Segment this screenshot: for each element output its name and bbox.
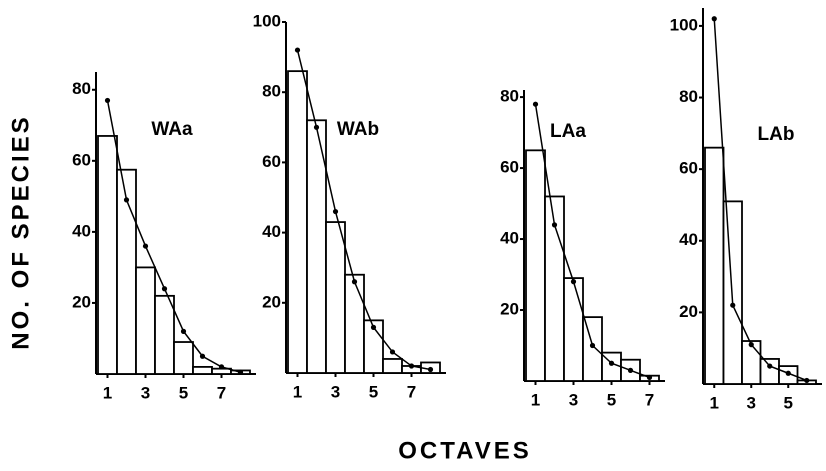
y-tick-label: 20 [72,292,91,311]
fit-point [389,349,396,355]
bar [704,146,725,385]
panel-title: LAb [758,124,795,145]
x-tick-label: 5 [607,390,616,409]
bar [722,200,743,385]
x-tick-label: 3 [331,382,340,401]
fit-point [408,363,415,369]
bar [582,316,603,382]
panel-title: LAa [550,121,586,142]
x-tick-label: 7 [217,383,226,402]
bar [154,294,175,375]
y-axis-label: NO. OF SPECIES [7,114,34,349]
bar [563,277,584,382]
bar [135,266,156,375]
fit-point [748,342,754,348]
x-tick-label: 7 [645,390,654,409]
y-tick-label: 40 [679,230,698,249]
y-tick-label: 40 [262,222,281,241]
y-tick-label: 40 [500,229,519,248]
y-tick-label: 60 [262,152,281,171]
fit-point [199,353,206,359]
bar [325,221,346,374]
y-tick-label: 60 [679,159,698,178]
panel-title: WAb [337,119,379,140]
y-tick-label: 40 [72,221,91,240]
panel-title: WAa [151,119,193,140]
x-axis-label: OCTAVES [398,437,531,464]
fit-point [785,370,791,376]
bar [759,358,780,385]
bar [97,135,118,375]
x-tick-label: 5 [179,383,188,402]
fit-point [332,208,339,215]
fit-point [104,97,111,104]
fit-line [106,100,241,373]
fit-point [142,243,149,249]
y-tick-label: 80 [262,82,281,101]
x-tick-label: 1 [531,390,540,409]
x-tick-label: 1 [293,382,302,401]
y-tick-label: 80 [72,79,91,98]
x-tick-label: 3 [569,390,578,409]
fit-point [370,324,377,330]
fit-point [237,369,244,375]
fit-point [767,363,773,369]
x-tick-label: 3 [141,383,150,402]
fit-point [551,222,558,228]
x-tick-label: 1 [710,393,719,412]
fit-point [589,342,596,349]
fit-point [608,360,615,366]
bar [741,340,762,385]
bar [344,273,365,374]
x-tick-label: 3 [747,393,756,412]
fit-point [351,279,358,285]
bar [382,358,403,374]
fit-point [161,286,168,292]
bar [173,341,194,375]
bar [192,365,213,375]
fit-point [313,124,320,130]
y-tick-label: 80 [679,87,698,106]
fit-point [730,302,736,308]
fit-point [804,377,810,384]
fit-point [218,364,225,370]
fit-point [180,328,187,334]
fit-point [627,367,634,373]
y-tick-label: 20 [500,300,519,319]
fit-point [711,16,717,22]
fit-point [646,374,653,381]
fit-point [570,279,577,285]
y-tick-label: 20 [262,292,281,311]
bar [287,70,308,374]
bar [525,149,546,382]
x-tick-label: 5 [369,382,378,401]
y-tick-label: 80 [500,87,519,106]
x-tick-label: 1 [103,383,112,402]
fit-point [427,366,434,373]
y-tick-label: 60 [500,158,519,177]
y-tick-label: 20 [679,302,698,321]
fit-point [123,197,130,203]
fit-point [294,47,301,53]
y-tick-label: 60 [72,150,91,169]
fit-point [532,101,539,107]
fit-line [713,18,808,382]
y-tick-label: 100 [670,15,698,34]
y-tick-label: 100 [253,11,281,30]
fit-line [296,49,431,371]
x-tick-label: 7 [407,382,416,401]
x-tick-label: 5 [784,393,793,412]
